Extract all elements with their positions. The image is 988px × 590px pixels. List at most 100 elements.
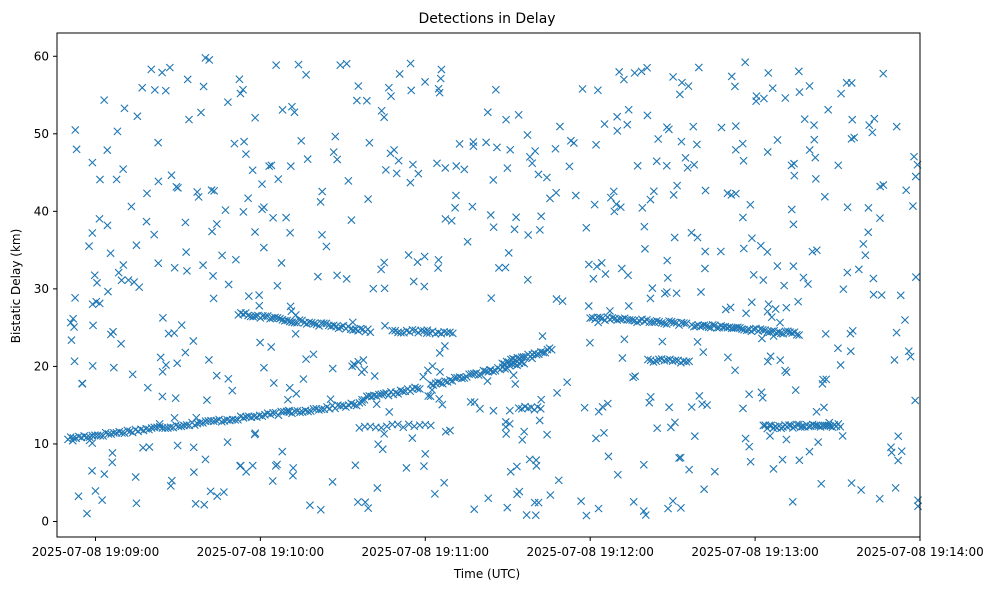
- data-point-978: [756, 241, 765, 250]
- data-point-733: [213, 492, 222, 501]
- data-point-537: [523, 131, 532, 139]
- data-point-856: [879, 181, 888, 190]
- data-point-931: [434, 255, 443, 264]
- data-point-1074: [593, 86, 602, 95]
- data-point-1015: [662, 123, 671, 132]
- data-point-862: [791, 386, 800, 395]
- data-point-889: [380, 429, 389, 438]
- y-tick-label-4: 40: [34, 204, 49, 218]
- data-point-720: [911, 273, 920, 282]
- data-point-172: [408, 325, 417, 334]
- data-point-482: [182, 266, 191, 275]
- data-point-570: [669, 72, 678, 81]
- data-point-530: [810, 121, 819, 130]
- data-point-490: [224, 374, 233, 383]
- data-point-443: [836, 422, 845, 431]
- data-point-1064: [739, 156, 748, 165]
- data-point-547: [639, 460, 648, 469]
- x-tick-label-3: 2025-07-08 19:12:00: [526, 545, 653, 559]
- data-point-360: [700, 321, 709, 330]
- data-point-675: [684, 82, 693, 91]
- data-point-232: [441, 377, 450, 386]
- data-point-517: [563, 378, 572, 387]
- data-point-612: [68, 436, 77, 445]
- data-point-282: [532, 350, 541, 359]
- data-point-556: [165, 63, 174, 72]
- data-point-738: [908, 202, 917, 211]
- data-point-1035: [244, 194, 253, 203]
- data-point-1068: [763, 307, 772, 316]
- data-point-994: [244, 292, 253, 301]
- data-point-934: [470, 505, 479, 514]
- data-point-913: [687, 228, 696, 237]
- data-point-130: [283, 316, 292, 325]
- data-point-801: [230, 139, 239, 148]
- data-point-955: [749, 270, 758, 279]
- data-point-1078: [173, 441, 182, 450]
- data-point-75: [266, 410, 275, 419]
- data-point-519: [875, 494, 884, 503]
- data-point-1018: [70, 357, 79, 366]
- data-point-770: [512, 213, 521, 222]
- data-point-238: [455, 373, 464, 382]
- data-point-807: [359, 356, 368, 365]
- x-tick-label-5: 2025-07-08 19:14:00: [856, 545, 983, 559]
- y-tick-label-5: 50: [34, 127, 49, 141]
- data-point-497: [336, 61, 345, 70]
- data-point-660: [364, 504, 373, 513]
- data-point-989: [142, 217, 151, 226]
- data-point-483: [538, 332, 547, 341]
- data-point-632: [200, 500, 209, 509]
- data-point-939: [552, 188, 561, 197]
- data-point-563: [239, 207, 248, 216]
- data-point-735: [624, 271, 633, 280]
- data-point-907: [638, 203, 647, 212]
- data-point-208: [374, 390, 383, 399]
- data-point-297: [536, 404, 545, 413]
- data-point-863: [271, 461, 280, 470]
- data-point-266: [498, 359, 507, 368]
- data-point-837: [731, 145, 740, 154]
- data-point-968: [675, 453, 684, 462]
- data-point-639: [580, 403, 589, 412]
- data-point-1076: [413, 258, 422, 267]
- data-point-995: [646, 294, 655, 303]
- data-point-94: [317, 405, 326, 414]
- data-point-1032: [158, 68, 167, 77]
- data-point-847: [904, 347, 913, 356]
- data-point-446: [108, 458, 117, 467]
- data-point-125: [271, 313, 280, 322]
- data-point-756: [590, 200, 599, 209]
- x-tick-label-1: 2025-07-08 19:10:00: [197, 545, 324, 559]
- data-point-829: [780, 281, 789, 290]
- data-point-915: [824, 105, 833, 114]
- data-point-588: [384, 83, 393, 92]
- data-point-302: [596, 313, 605, 322]
- data-point-89: [304, 407, 313, 416]
- data-point-516: [670, 233, 679, 242]
- data-point-38: [166, 423, 175, 432]
- data-point-117: [251, 312, 260, 321]
- data-point-1043: [501, 263, 510, 272]
- data-point-867: [269, 379, 278, 387]
- data-point-953: [224, 280, 233, 289]
- data-point-1019: [143, 383, 152, 392]
- data-point-1062: [764, 300, 773, 309]
- data-point-930: [717, 123, 726, 132]
- y-tick-label-3: 30: [34, 282, 49, 296]
- data-point-776: [455, 139, 464, 148]
- data-point-982: [205, 55, 214, 64]
- data-point-751: [800, 115, 809, 124]
- data-point-925: [623, 120, 632, 129]
- data-point-728: [83, 509, 91, 518]
- data-point-758: [768, 84, 777, 93]
- data-point-1042: [558, 297, 567, 306]
- data-point-521: [833, 344, 842, 353]
- data-point-1024: [511, 380, 520, 389]
- data-point-732: [71, 293, 80, 302]
- data-point-577: [890, 355, 899, 364]
- data-point-540: [892, 122, 901, 131]
- data-point-458: [629, 373, 638, 382]
- data-point-452: [592, 140, 601, 149]
